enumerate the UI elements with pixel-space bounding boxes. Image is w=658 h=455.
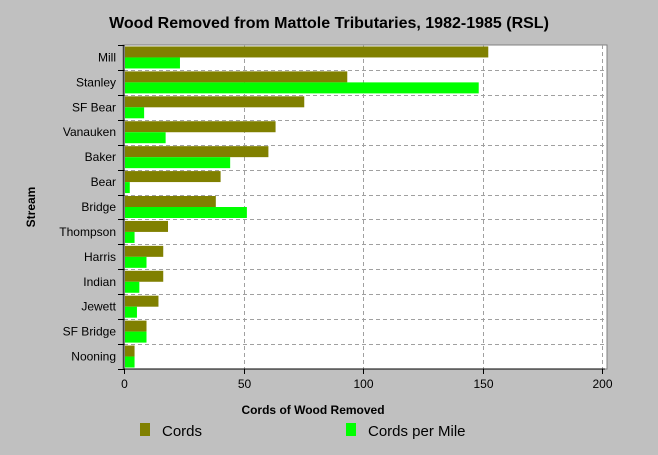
bar-cords-per-mile <box>125 82 479 94</box>
bars <box>125 46 489 368</box>
bar-cords-per-mile <box>125 57 180 69</box>
y-tick-label: Nooning <box>71 350 116 364</box>
legend: Cords Cords per Mile <box>140 423 466 440</box>
y-tick-label: Thompson <box>59 225 116 239</box>
y-tick-label: Baker <box>85 150 116 164</box>
y-tick-label: Jewett <box>81 300 116 314</box>
bar-cords-per-mile <box>125 306 137 318</box>
legend-label-cords: Cords <box>162 423 202 440</box>
x-tick-label: 100 <box>353 377 373 391</box>
y-tick-label: Stanley <box>76 75 116 89</box>
legend-swatch-cords-per-mile <box>346 423 356 436</box>
bar-cords <box>125 245 164 257</box>
bar-cords <box>125 196 216 207</box>
y-axis-title: Stream <box>24 187 38 228</box>
bar-cords-per-mile <box>125 281 140 293</box>
bar-cords <box>125 320 147 332</box>
grid <box>124 45 605 369</box>
x-tick-label: 200 <box>592 377 612 391</box>
y-tick-label: SF Bridge <box>63 325 117 339</box>
bar-cords-per-mile <box>125 157 231 169</box>
y-tick-label: Vanauken <box>63 125 116 139</box>
y-tick-label: Mill <box>98 50 116 64</box>
x-tick-label: 0 <box>121 377 128 391</box>
legend-label-cords-per-mile: Cords per Mile <box>368 423 466 440</box>
bar-cords-per-mile <box>125 207 247 218</box>
y-tick-label: Harris <box>84 250 116 264</box>
bar-cords <box>125 295 159 307</box>
bar-cords <box>125 46 489 58</box>
bar-cords <box>125 171 221 183</box>
x-tick-label: 50 <box>238 377 252 391</box>
y-axis-ticks: Mill Stanley SF Bear Vanauken Baker Bear Bridg… <box>59 45 124 370</box>
y-tick-label: Indian <box>83 275 116 289</box>
x-tick-label: 150 <box>473 377 493 391</box>
bar-cords <box>125 71 348 83</box>
bar-cords-per-mile <box>125 331 147 343</box>
bar-cords-per-mile <box>125 231 135 243</box>
legend-swatch-cords <box>140 423 150 436</box>
bar-cords <box>125 146 269 158</box>
x-axis-title: Cords of Wood Removed <box>241 403 384 417</box>
chart-title: Wood Removed from Mattole Tributaries, 1… <box>109 15 549 32</box>
bar-cords <box>125 270 164 282</box>
x-axis-ticks: 0 50 100 150 200 <box>121 369 613 391</box>
y-tick-label: Bridge <box>81 200 116 214</box>
bar-cords-per-mile <box>125 132 166 144</box>
bar-cords <box>125 220 169 232</box>
bar-cords-per-mile <box>125 356 135 368</box>
bar-cords <box>125 121 276 133</box>
bar-cords-per-mile <box>125 107 145 119</box>
y-tick-label: SF Bear <box>72 100 116 114</box>
bar-cords-per-mile <box>125 182 130 194</box>
y-tick-label: Bear <box>91 175 116 189</box>
bar-cords-per-mile <box>125 256 147 268</box>
bar-cords <box>125 345 135 357</box>
bar-cords <box>125 96 305 108</box>
